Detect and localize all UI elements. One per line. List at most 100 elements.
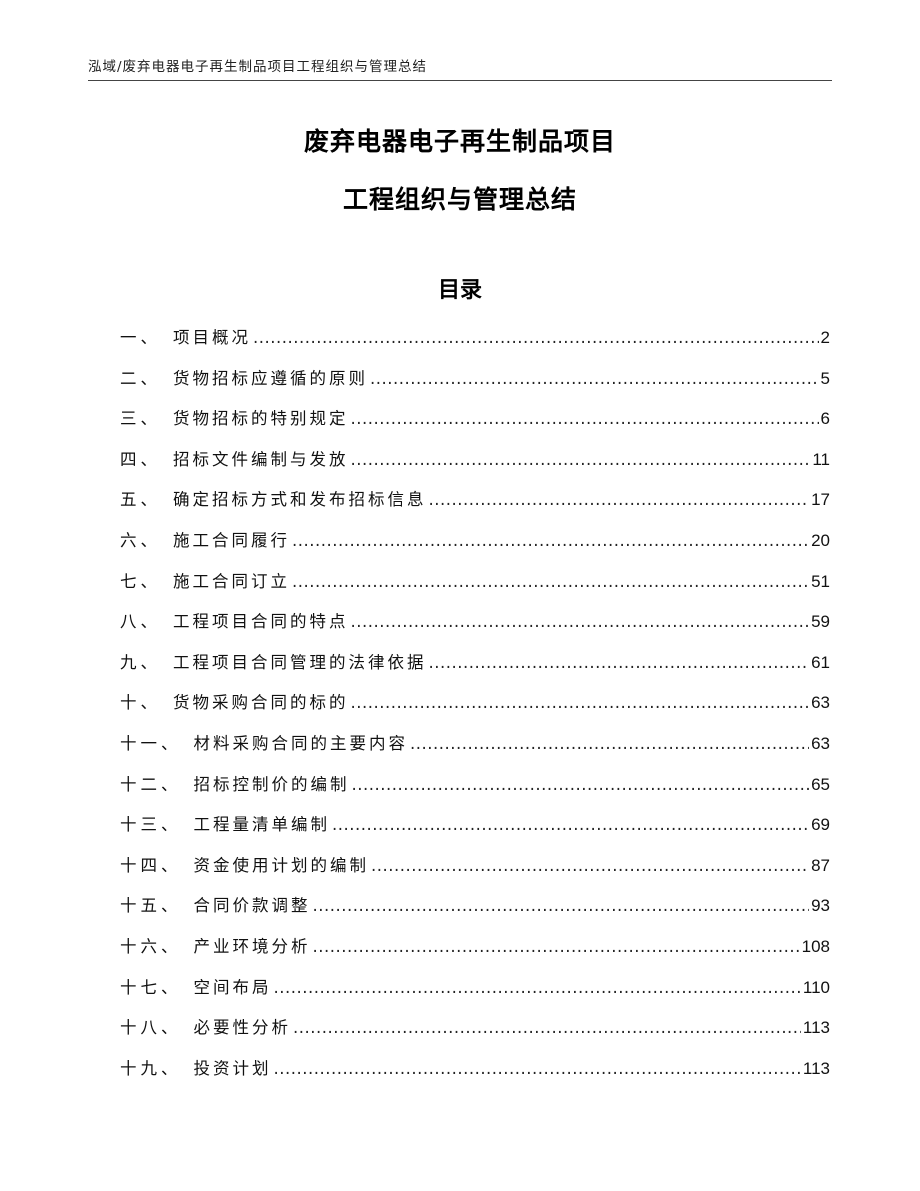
toc-dot-leader — [351, 409, 819, 428]
toc-entry-page: 11 — [812, 449, 830, 469]
toc-entry-label: 招标文件编制与发放 — [173, 449, 349, 469]
toc-entry-label: 确定招标方式和发布招标信息 — [173, 490, 427, 510]
toc-entry-label: 工程项目合同管理的法律依据 — [173, 652, 427, 672]
toc-entry-page: 2 — [820, 328, 830, 347]
toc-entry-page: 108 — [801, 936, 830, 956]
toc-entry-label: 工程量清单编制 — [193, 815, 330, 835]
toc-entry-number: 十四、 — [120, 855, 182, 875]
toc-dot-leader — [293, 1018, 801, 1037]
toc-dot-leader — [274, 978, 801, 997]
toc-entry-number: 十二、 — [120, 774, 182, 794]
toc-entry-page: 93 — [811, 896, 830, 916]
toc-entry-number: 十三、 — [120, 815, 182, 835]
toc-entry-number: 九、 — [120, 652, 161, 672]
toc-dot-leader — [332, 815, 809, 834]
toc-entry[interactable]: 五、确定招标方式和发布招标信息 17 — [120, 486, 830, 527]
toc-entry-label: 产业环境分析 — [193, 936, 311, 956]
running-header: 泓域/废弃电器电子再生制品项目工程组织与管理总结 — [88, 59, 428, 75]
toc-dot-leader — [371, 856, 809, 875]
toc-entry-number: 十九、 — [120, 1058, 182, 1078]
toc-entry-number: 五、 — [120, 490, 161, 510]
toc-entry[interactable]: 七、施工合同订立 51 — [120, 568, 830, 609]
table-of-contents: 一、项目概况 2 二、货物招标应遵循的原则 5 三、货物招标的特别规定 6 四、招标文件编制… — [120, 324, 830, 1095]
toc-entry[interactable]: 十七、空间布局 110 — [120, 974, 830, 1015]
toc-entry[interactable]: 六、施工合同履行 20 — [120, 527, 830, 568]
toc-entry-page: 110 — [802, 977, 830, 997]
toc-entry-number: 二、 — [120, 368, 161, 388]
toc-entry-page: 61 — [811, 652, 830, 672]
toc-entry-page: 20 — [811, 530, 830, 550]
toc-entry-page: 5 — [820, 368, 830, 388]
toc-entry-label: 投资计划 — [193, 1058, 272, 1078]
toc-entry-number: 十五、 — [120, 896, 182, 916]
toc-dot-leader — [429, 653, 810, 672]
toc-entry-number: 十八、 — [120, 1018, 182, 1038]
toc-heading: 目录 — [437, 278, 482, 303]
toc-entry[interactable]: 八、工程项目合同的特点 59 — [120, 608, 830, 649]
toc-entry-number: 四、 — [120, 449, 161, 469]
toc-entry-page: 63 — [811, 693, 830, 713]
toc-entry[interactable]: 十、货物采购合同的标的 63 — [120, 689, 830, 730]
document-title-line-2: 工程组织与管理总结 — [342, 185, 577, 214]
toc-entry-label: 材料采购合同的主要内容 — [193, 733, 408, 753]
toc-entry-label: 项目概况 — [173, 328, 251, 347]
toc-entry-number: 十一、 — [120, 733, 182, 753]
toc-entry-label: 资金使用计划的编制 — [193, 855, 369, 875]
toc-entry[interactable]: 十一、材料采购合同的主要内容 63 — [120, 730, 830, 771]
toc-entry-label: 合同价款调整 — [193, 896, 311, 916]
toc-entry[interactable]: 十四、资金使用计划的编制 87 — [120, 852, 830, 893]
toc-entry-page: 113 — [802, 1058, 830, 1078]
toc-entry-number: 八、 — [120, 612, 161, 632]
toc-dot-leader — [351, 450, 811, 469]
toc-dot-leader — [429, 490, 810, 509]
toc-dot-leader — [313, 896, 810, 915]
toc-entry-page: 51 — [811, 571, 830, 591]
toc-dot-leader — [352, 775, 810, 794]
toc-entry[interactable]: 九、工程项目合同管理的法律依据 61 — [120, 649, 830, 690]
toc-entry[interactable]: 三、货物招标的特别规定 6 — [120, 405, 830, 446]
toc-entry[interactable]: 十六、产业环境分析 108 — [120, 933, 830, 974]
toc-entry-label: 施工合同履行 — [173, 530, 290, 550]
toc-entry-page: 65 — [811, 774, 830, 794]
document-title-line-1: 废弃电器电子再生制品项目 — [303, 127, 616, 156]
toc-entry-number: 三、 — [120, 409, 161, 429]
toc-dot-leader — [351, 693, 810, 712]
toc-entry[interactable]: 十八、必要性分析 113 — [120, 1014, 830, 1055]
toc-entry-page: 69 — [811, 815, 830, 835]
toc-entry[interactable]: 二、货物招标应遵循的原则 5 — [120, 365, 830, 406]
toc-entry-number: 十六、 — [120, 936, 182, 956]
toc-entry-page: 87 — [811, 855, 830, 875]
toc-entry-label: 空间布局 — [193, 977, 272, 997]
toc-entry-page: 17 — [811, 490, 830, 510]
toc-entry-number: 六、 — [120, 530, 161, 550]
toc-entry-page: 6 — [820, 409, 830, 429]
toc-entry-number: 十、 — [120, 693, 161, 713]
toc-dot-leader — [351, 612, 810, 631]
toc-dot-leader — [370, 369, 819, 388]
toc-entry[interactable]: 十九、投资计划 113 — [120, 1055, 830, 1096]
toc-dot-leader — [410, 734, 809, 753]
toc-entry-label: 货物招标应遵循的原则 — [173, 368, 368, 388]
toc-entry[interactable]: 十二、招标控制价的编制 65 — [120, 771, 830, 812]
toc-entry-label: 招标控制价的编制 — [193, 774, 350, 794]
toc-entry[interactable]: 一、项目概况 2 — [120, 324, 830, 365]
toc-dot-leader — [274, 1059, 801, 1078]
toc-entry-page: 113 — [802, 1018, 830, 1038]
toc-entry[interactable]: 十五、合同价款调整 93 — [120, 892, 830, 933]
toc-entry-page: 59 — [811, 612, 830, 632]
toc-entry-label: 货物采购合同的标的 — [173, 693, 349, 713]
toc-entry[interactable]: 十三、工程量清单编制 69 — [120, 811, 830, 852]
toc-dot-leader — [292, 572, 809, 591]
toc-dot-leader — [313, 937, 800, 956]
toc-entry-label: 施工合同订立 — [173, 571, 290, 591]
header-divider — [88, 80, 832, 81]
toc-entry-number: 七、 — [120, 571, 161, 591]
toc-entry-number: 一、 — [120, 328, 161, 347]
toc-dot-leader — [253, 328, 819, 347]
toc-entry-label: 货物招标的特别规定 — [173, 409, 349, 429]
toc-entry-page: 63 — [811, 733, 830, 753]
toc-entry-number: 十七、 — [120, 977, 182, 997]
toc-entry-label: 必要性分析 — [193, 1018, 291, 1038]
toc-entry[interactable]: 四、招标文件编制与发放 11 — [120, 446, 830, 487]
